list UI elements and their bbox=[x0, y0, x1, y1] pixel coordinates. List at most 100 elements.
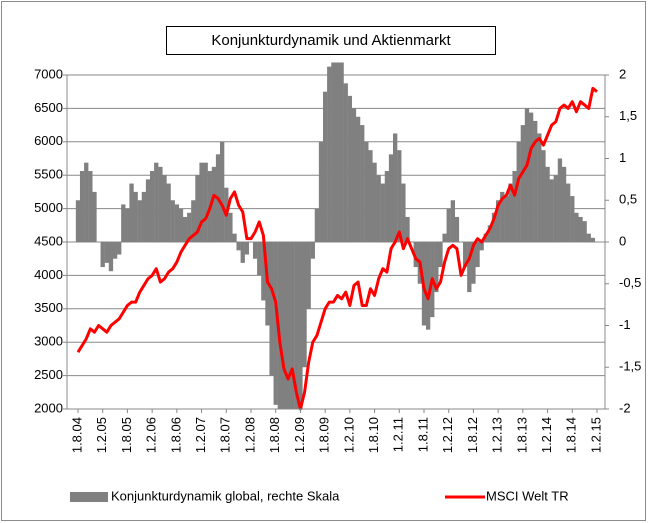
y-tick-label: 4000 bbox=[34, 267, 63, 282]
bar bbox=[306, 242, 311, 309]
bar bbox=[203, 162, 208, 242]
bar bbox=[149, 171, 155, 242]
bar bbox=[471, 242, 476, 284]
bar bbox=[108, 242, 114, 272]
bar bbox=[318, 141, 324, 242]
bar bbox=[178, 208, 184, 242]
bar bbox=[240, 242, 245, 263]
bar bbox=[92, 191, 97, 242]
y-tick-label: 3500 bbox=[34, 300, 63, 315]
bar bbox=[393, 133, 398, 242]
bar bbox=[508, 183, 513, 242]
x-tick-label: 1.8.11 bbox=[415, 417, 430, 452]
x-tick-label: 1.8.07 bbox=[218, 417, 233, 453]
x-tick-label: 1.8.04 bbox=[69, 417, 84, 453]
bar bbox=[174, 204, 180, 242]
bar bbox=[450, 200, 455, 242]
y2-tick-label: -1 bbox=[619, 317, 631, 332]
bar bbox=[236, 242, 241, 251]
bar bbox=[561, 166, 567, 242]
bar bbox=[570, 196, 575, 242]
y-tick-label: 6500 bbox=[34, 100, 63, 115]
bar bbox=[187, 212, 192, 242]
bar bbox=[100, 242, 105, 268]
bar bbox=[405, 216, 410, 242]
bar bbox=[170, 200, 175, 242]
bar bbox=[380, 183, 385, 242]
bar bbox=[454, 216, 460, 242]
x-tick-label: 1.2.07 bbox=[193, 417, 208, 453]
bar bbox=[487, 225, 493, 242]
bar bbox=[376, 175, 381, 242]
bar bbox=[339, 62, 344, 242]
bar bbox=[463, 242, 468, 268]
y2-tick-label: 0 bbox=[619, 233, 626, 248]
bar bbox=[302, 242, 307, 368]
y-tick-label: 3000 bbox=[34, 334, 63, 349]
bar bbox=[137, 200, 142, 242]
bar bbox=[285, 242, 291, 409]
x-tick-label: 1.8.14 bbox=[564, 417, 579, 453]
x-tick-label: 1.2.12 bbox=[440, 417, 455, 453]
bar bbox=[368, 150, 373, 242]
y-tick-label: 2000 bbox=[34, 400, 63, 415]
bar bbox=[491, 212, 497, 242]
bar bbox=[524, 108, 530, 243]
bar bbox=[104, 242, 109, 263]
bar bbox=[520, 125, 526, 242]
bar bbox=[384, 171, 390, 242]
bar bbox=[438, 242, 443, 268]
bar bbox=[413, 242, 418, 268]
y2-tick-label: 1 bbox=[619, 150, 626, 165]
bar bbox=[578, 216, 583, 242]
y2-tick-label: -1,5 bbox=[619, 359, 641, 374]
bar bbox=[199, 162, 204, 242]
y-tick-label: 7000 bbox=[34, 66, 63, 81]
y2-tick-label: 1,5 bbox=[619, 108, 637, 123]
bar bbox=[590, 237, 596, 242]
bar bbox=[125, 208, 130, 242]
bar bbox=[397, 150, 402, 242]
x-tick-label: 1.8.13 bbox=[514, 417, 529, 453]
bar bbox=[327, 66, 332, 243]
bar bbox=[211, 166, 217, 242]
bar bbox=[360, 125, 365, 242]
bar bbox=[442, 233, 447, 242]
bar bbox=[574, 212, 579, 242]
x-tick-label: 1.2.14 bbox=[539, 417, 554, 453]
bar bbox=[314, 208, 320, 242]
bar bbox=[467, 242, 472, 293]
legend-swatch bbox=[70, 492, 108, 502]
chart-title: Konjunkturdynamik und Aktienmarkt bbox=[211, 32, 451, 49]
bar bbox=[84, 162, 89, 242]
y-tick-label: 6000 bbox=[34, 133, 63, 148]
bar bbox=[75, 200, 81, 242]
bar bbox=[566, 183, 571, 242]
y-tick-label: 5500 bbox=[34, 167, 63, 182]
x-tick-label: 1.8.05 bbox=[119, 417, 134, 453]
bar bbox=[141, 191, 147, 242]
bar bbox=[351, 108, 357, 243]
bar bbox=[112, 242, 118, 259]
bar bbox=[117, 242, 122, 255]
x-tick-label: 1.8.06 bbox=[168, 417, 183, 453]
bar bbox=[294, 242, 299, 409]
bar bbox=[331, 62, 336, 242]
legend-label: MSCI Welt TR bbox=[486, 488, 569, 503]
bar bbox=[372, 162, 377, 242]
bar bbox=[586, 233, 591, 242]
bar bbox=[582, 221, 587, 242]
bar bbox=[298, 242, 303, 409]
bar bbox=[220, 141, 225, 242]
line bbox=[76, 86, 598, 411]
bar bbox=[533, 120, 538, 242]
legend-label: Konjunkturdynamik global, rechte Skala bbox=[111, 488, 340, 503]
y2-tick-label: -0,5 bbox=[619, 275, 641, 290]
bar bbox=[310, 242, 315, 259]
bar bbox=[290, 242, 295, 409]
x-tick-label: 1.2.10 bbox=[341, 417, 356, 453]
x-tick-label: 1.8.08 bbox=[267, 417, 282, 453]
title-box bbox=[166, 26, 496, 55]
x-tick-label: 1.2.09 bbox=[292, 417, 307, 453]
